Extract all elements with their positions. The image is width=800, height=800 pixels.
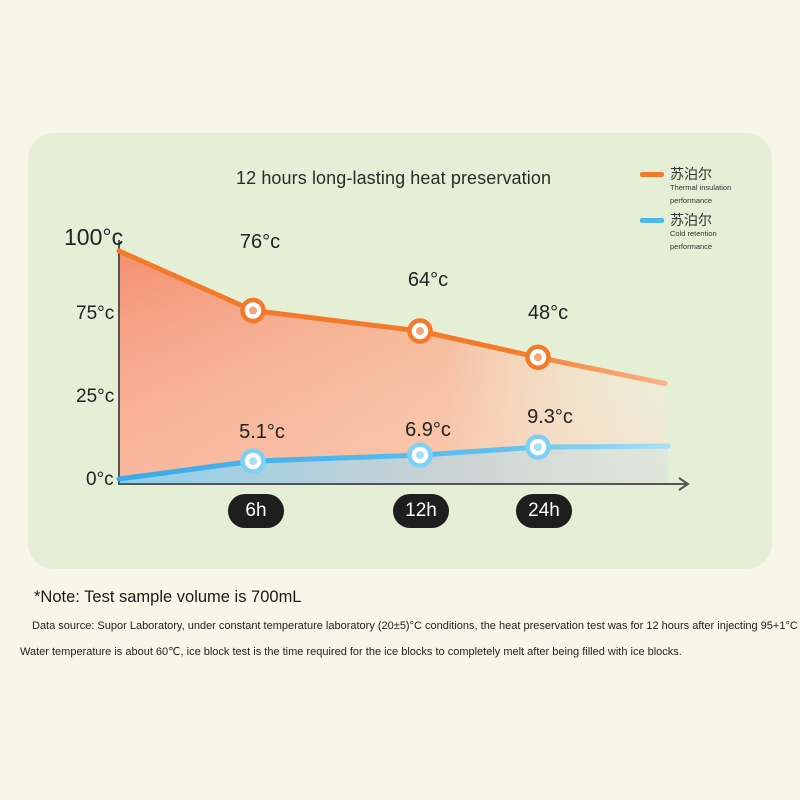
hot-area-shade [119,251,665,484]
data-source-line-1: Data source: Supor Laboratory, under con… [32,620,800,632]
chart-title: 12 hours long-lasting heat preservation [236,168,552,188]
test-note: *Note: Test sample volume is 700mL [34,588,302,606]
hot-value-label: 64°c [407,269,449,291]
hot-value-label: 48°c [527,302,569,324]
y-tick-75: 75°c [76,303,115,324]
cold-value-label: 5.1°c [239,421,285,443]
cold-value-label: 6.9°c [405,419,451,441]
hot-data-point-dot [249,306,257,315]
x-axis-arrow [678,477,690,491]
x-tick-12h: 12h [393,494,449,528]
y-tick-25: 25°c [76,386,115,407]
cold-value-label: 9.3°c [527,406,573,428]
data-source-line-2: Water temperature is about 60℃, ice bloc… [20,646,682,658]
legend-cold-subtitle: Cold retention performance [670,229,717,251]
x-tick-6h: 6h [228,494,284,528]
hot-value-label: 76°c [239,231,281,253]
cold-data-point-dot [416,451,424,460]
legend-swatch-blue [640,218,664,223]
legend-thermal-name: 苏泊尔 [670,166,712,182]
legend-thermal-subtitle: Thermal insulation performance [670,183,732,205]
y-tick-100: 100°c [64,224,124,250]
hot-data-point-dot [416,327,424,336]
y-tick-0: 0°c [86,469,114,490]
cold-data-point-dot [249,457,257,466]
legend-cold-name: 苏泊尔 [670,212,712,228]
legend-swatch-orange [640,172,664,177]
x-tick-24h: 24h [516,494,572,528]
cold-data-point-dot [534,443,542,452]
hot-data-point-dot [534,353,542,362]
